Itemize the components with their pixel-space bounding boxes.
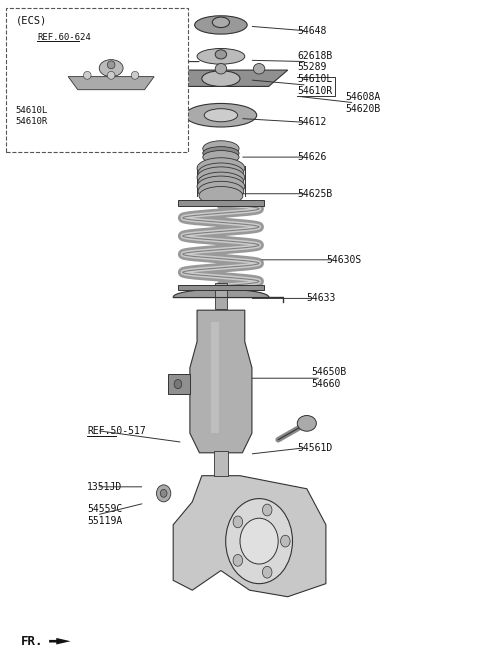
Ellipse shape (131, 72, 139, 79)
Text: 31109: 31109 (96, 62, 125, 72)
Ellipse shape (199, 187, 243, 205)
Polygon shape (190, 310, 252, 453)
Text: 54612: 54612 (297, 118, 327, 127)
Bar (211, 322, 218, 433)
Ellipse shape (253, 64, 265, 74)
Ellipse shape (204, 108, 238, 122)
Polygon shape (49, 638, 71, 645)
Text: 54610L
54610R: 54610L 54610R (16, 106, 48, 125)
Text: REF.60-624: REF.60-624 (37, 33, 91, 42)
Ellipse shape (263, 566, 272, 578)
Text: 62618B
55289: 62618B 55289 (297, 51, 333, 72)
Text: 54626: 54626 (297, 152, 327, 162)
Ellipse shape (160, 489, 167, 497)
Ellipse shape (263, 504, 272, 516)
Text: 54625B: 54625B (297, 189, 333, 198)
Ellipse shape (197, 167, 245, 188)
Polygon shape (154, 70, 288, 87)
Text: 54610L
54610R: 54610L 54610R (297, 74, 333, 96)
Ellipse shape (195, 16, 247, 34)
Ellipse shape (174, 380, 182, 389)
Ellipse shape (108, 72, 115, 79)
Text: REF.50-517: REF.50-517 (87, 426, 146, 436)
Text: 1351JD: 1351JD (87, 482, 122, 492)
Bar (215, 283, 227, 309)
Ellipse shape (240, 518, 278, 564)
Bar (214, 451, 228, 476)
Ellipse shape (281, 535, 290, 547)
Text: 54633: 54633 (307, 294, 336, 304)
Text: 54559C
55119A: 54559C 55119A (87, 504, 122, 526)
Ellipse shape (297, 415, 316, 431)
Ellipse shape (108, 61, 115, 69)
Ellipse shape (156, 485, 171, 502)
Polygon shape (168, 374, 190, 394)
Text: 54561D: 54561D (297, 443, 333, 453)
Ellipse shape (197, 49, 245, 64)
Text: (ECS): (ECS) (16, 16, 47, 26)
Ellipse shape (99, 60, 123, 77)
Text: 54648: 54648 (297, 26, 327, 36)
Ellipse shape (203, 150, 239, 164)
Ellipse shape (202, 71, 240, 87)
Text: FR.: FR. (21, 635, 43, 648)
Text: 54630S: 54630S (326, 255, 361, 265)
Ellipse shape (215, 64, 227, 74)
Ellipse shape (203, 147, 239, 160)
Ellipse shape (197, 158, 245, 179)
Bar (178, 284, 264, 290)
Ellipse shape (203, 141, 239, 156)
Text: 54608A
54620B: 54608A 54620B (345, 92, 380, 114)
Ellipse shape (233, 555, 242, 566)
Ellipse shape (198, 163, 244, 183)
Ellipse shape (233, 516, 242, 528)
Ellipse shape (84, 72, 91, 79)
Bar (178, 200, 264, 206)
Ellipse shape (212, 17, 229, 28)
FancyBboxPatch shape (6, 8, 188, 152)
Ellipse shape (198, 172, 244, 192)
Ellipse shape (185, 103, 257, 127)
Text: 54650B
54660: 54650B 54660 (312, 367, 347, 389)
Polygon shape (68, 77, 154, 90)
Ellipse shape (215, 50, 227, 59)
Polygon shape (173, 476, 326, 597)
Ellipse shape (197, 176, 245, 197)
Ellipse shape (226, 499, 292, 583)
Ellipse shape (177, 64, 189, 74)
Ellipse shape (198, 181, 244, 201)
